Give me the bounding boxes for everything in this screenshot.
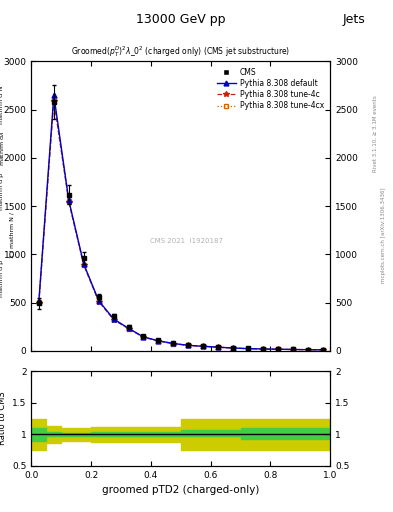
Text: Rivet 3.1.10, ≥ 3.1M events: Rivet 3.1.10, ≥ 3.1M events [373, 95, 378, 172]
Text: mathrm d$\lambda$: mathrm d$\lambda$ [0, 130, 6, 166]
Text: mathrm d²N: mathrm d²N [0, 86, 4, 124]
Legend: CMS, Pythia 8.308 default, Pythia 8.308 tune-4c, Pythia 8.308 tune-4cx: CMS, Pythia 8.308 default, Pythia 8.308 … [215, 65, 326, 113]
Text: Jets: Jets [343, 13, 365, 26]
Text: mcplots.cern.ch [arXiv:1306.3436]: mcplots.cern.ch [arXiv:1306.3436] [381, 187, 386, 283]
Text: mathrm d p: mathrm d p [0, 260, 4, 297]
Y-axis label: Ratio to CMS: Ratio to CMS [0, 392, 7, 445]
Text: mathrm d p: mathrm d p [0, 173, 4, 210]
Text: 13000 GeV pp: 13000 GeV pp [136, 13, 226, 26]
X-axis label: groomed pTD2 (charged-only): groomed pTD2 (charged-only) [102, 485, 259, 495]
Text: Groomed$(p_T^D)^2\lambda\_0^2$ (charged only) (CMS jet substructure): Groomed$(p_T^D)^2\lambda\_0^2$ (charged … [71, 44, 290, 58]
Text: 1 / mathrm N /: 1 / mathrm N / [9, 212, 14, 258]
Text: CMS 2021  I1920187: CMS 2021 I1920187 [150, 238, 223, 244]
